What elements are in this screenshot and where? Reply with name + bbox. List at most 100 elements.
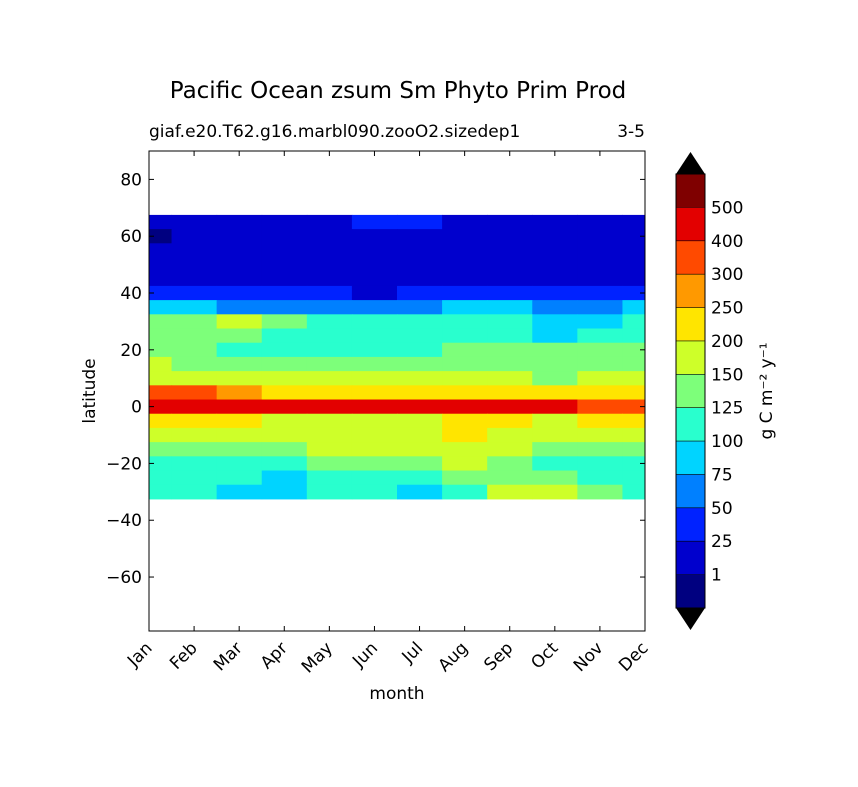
contour-cell (149, 243, 173, 259)
contour-cell (442, 328, 488, 344)
contour-cell (532, 470, 578, 486)
y-tick-label: −20 (106, 454, 142, 474)
contour-cell (532, 214, 578, 230)
contour-cell (149, 399, 173, 415)
contour-cell (532, 442, 578, 457)
contour-cell (261, 399, 308, 415)
contour-cell (577, 484, 623, 500)
contour-cell (216, 243, 263, 259)
contour-cell (149, 427, 173, 443)
contour-cell (171, 356, 218, 372)
contour-cell (442, 456, 488, 472)
contour-cell (487, 271, 533, 287)
contour-cell (171, 314, 218, 330)
contour-cell (487, 243, 533, 259)
contour-cell (622, 214, 646, 230)
contour-cell (487, 470, 533, 486)
contour-cell (171, 257, 218, 273)
contour-cell (532, 385, 578, 401)
contour-cell (351, 385, 398, 401)
contour-cell (261, 214, 308, 230)
contour-cell (216, 413, 263, 429)
contour-cell (149, 328, 173, 344)
contour-cell (577, 385, 623, 401)
contour-cell (351, 271, 398, 287)
colorbar-label: g C m⁻² y⁻¹ (757, 342, 777, 439)
contour-cell (397, 371, 443, 386)
contour-cell (171, 229, 218, 244)
contour-cell (351, 342, 398, 358)
plot-frame (148, 150, 646, 632)
contour-cell (351, 300, 398, 315)
contour-cell (397, 257, 443, 273)
contour-cell (306, 399, 353, 415)
contour-cell (577, 342, 623, 358)
contour-cell (171, 285, 218, 301)
contour-cell (442, 371, 488, 386)
contour-cell (149, 314, 173, 330)
colorbar-segment (676, 541, 705, 575)
contour-cell (216, 271, 263, 287)
colorbar-tick-label: 1 (711, 566, 722, 586)
colorbar-segment (676, 374, 705, 408)
contour-cell (261, 413, 308, 429)
colorbar-tick-label: 300 (711, 265, 743, 285)
contour-cell (216, 342, 263, 358)
contour-cell (532, 314, 578, 330)
contour-cell (487, 484, 533, 500)
contour-cell (351, 456, 398, 472)
colorbar-extend-top (676, 152, 705, 174)
contour-cell (351, 328, 398, 344)
contour-cell (622, 413, 646, 429)
contour-cell (622, 285, 646, 301)
contour-cell (397, 243, 443, 259)
contour-cell (532, 456, 578, 472)
chart-subtitle: giaf.e20.T62.g16.marbl090.zooO2.sizedep1 (149, 122, 520, 142)
contour-cell (487, 413, 533, 429)
contour-cell (306, 314, 353, 330)
contour-cell (261, 484, 308, 500)
contour-cell (306, 470, 353, 486)
contour-cell (261, 470, 308, 486)
contour-cell (532, 399, 578, 415)
y-axis-label: latitude (80, 358, 100, 423)
contour-cell (577, 314, 623, 330)
contour-cell (149, 271, 173, 287)
contour-cell (532, 300, 578, 315)
contour-cell (261, 385, 308, 401)
contour-cell (577, 271, 623, 287)
contour-cell (577, 229, 623, 244)
contour-cell (622, 300, 646, 315)
contour-cell (577, 214, 623, 230)
contour-cell (442, 285, 488, 301)
contour-cell (171, 456, 218, 472)
contour-cell (577, 413, 623, 429)
contour-cell (171, 271, 218, 287)
contour-cell (397, 314, 443, 330)
contour-cell (532, 427, 578, 443)
contour-cell (351, 229, 398, 244)
contour-cell (397, 484, 443, 500)
contour-cell (216, 442, 263, 457)
contour-cell (261, 356, 308, 372)
y-tick-label: −60 (106, 568, 142, 588)
contour-cell (149, 442, 173, 457)
contour-cell (532, 271, 578, 287)
contour-cell (216, 371, 263, 386)
chart-title: Pacific Ocean zsum Sm Phyto Prim Prod (170, 78, 627, 104)
contour-cell (397, 271, 443, 287)
contour-cell (622, 342, 646, 358)
colorbar-tick-label: 500 (711, 198, 743, 218)
colorbar-segment (676, 240, 705, 275)
contour-cell (577, 328, 623, 344)
contour-cell (622, 229, 646, 244)
contour-cell (577, 300, 623, 315)
contour-cell (487, 314, 533, 330)
contour-cell (397, 427, 443, 443)
colorbar-frame (675, 173, 706, 609)
contour-cell (149, 456, 173, 472)
contour-cell (397, 385, 443, 401)
contour-cell (216, 456, 263, 472)
contour-cell (622, 442, 646, 457)
